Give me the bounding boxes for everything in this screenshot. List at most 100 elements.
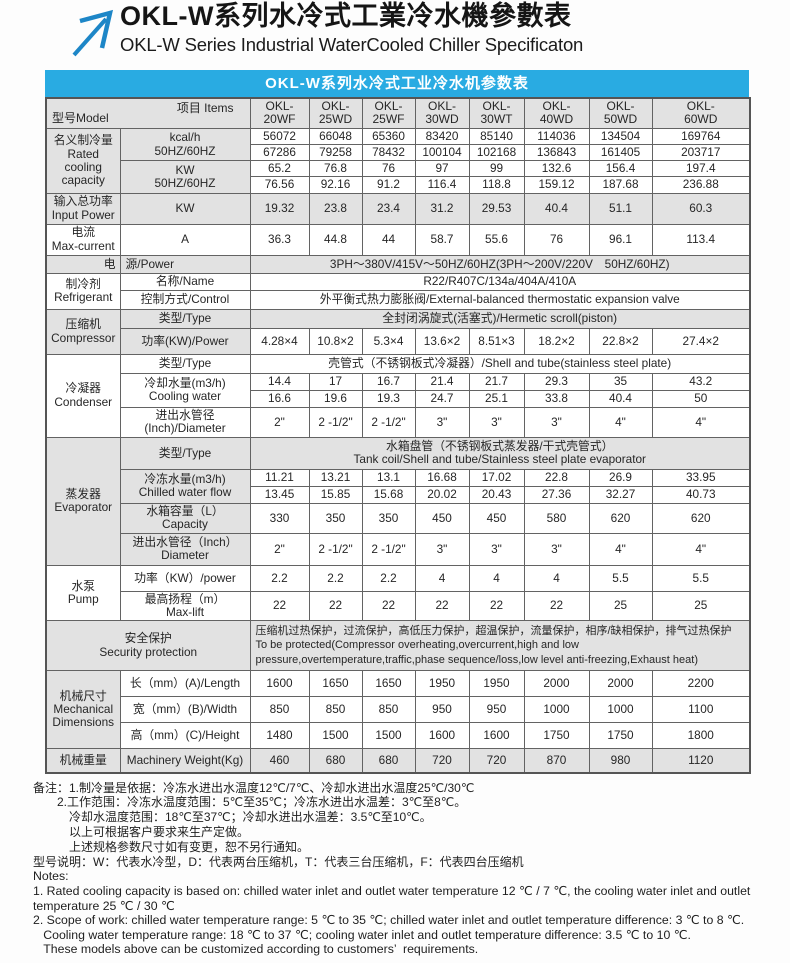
value-cell: 22.8×2 xyxy=(588,327,653,355)
value-cell: 23.4 xyxy=(361,192,416,225)
row-group-refrigerant: 制冷剂 Refrigerant xyxy=(45,272,121,310)
value-cell: 850 xyxy=(249,696,310,724)
value-cell: 134504 xyxy=(588,127,653,146)
table-row: 压缩机 Compressor 类型/Type 全封闭涡旋式(活塞式)/Hermeti… xyxy=(45,308,751,355)
value-cell: 21.4 xyxy=(414,372,470,391)
value-cell: 35 xyxy=(588,372,653,391)
value-cell: 1750 xyxy=(588,722,653,750)
value-cell: 16.6 xyxy=(249,389,310,408)
row-label-max-lift: 最高扬程（m） Max-lift xyxy=(119,590,251,622)
value-cell: 100104 xyxy=(414,144,470,162)
value-cell: 16.7 xyxy=(361,372,416,391)
note-line-zh: 2.工作范围：冷冻水温度范围：5℃至35℃；冷冻水进出水温差：3℃至8℃。 xyxy=(33,795,467,810)
value-cell: 4" xyxy=(651,406,751,438)
note-line-en: 2. Scope of work: chilled water temperat… xyxy=(33,913,745,928)
value-cell: 132.6 xyxy=(523,160,590,178)
value-cell: 36.3 xyxy=(249,223,310,256)
value-cell: 450 xyxy=(468,502,525,534)
value-security-protection: 压缩机过热保护，过流保护，高低压力保护，超温保护，流量保护，相序/缺相保护，排气… xyxy=(249,620,751,672)
table-row: 16.6 19.6 19.3 24.7 25.1 33.8 40.4 50 xyxy=(46,389,751,408)
value-cell: 4 xyxy=(468,564,525,592)
value-cell: 17.02 xyxy=(468,468,525,487)
value-cell: 29.3 xyxy=(523,372,590,391)
value-cell: 44 xyxy=(361,223,416,256)
value-cell: 450 xyxy=(414,502,470,534)
table-row: 宽（mm）(B)/Width 850 850 850 950 950 1000 1000 110… xyxy=(46,696,751,724)
value-cell: 159.12 xyxy=(523,176,590,194)
row-group-max-current: 电流 Max-current xyxy=(45,223,121,256)
value-cell: 2.2 xyxy=(361,564,416,592)
value-cell: 136843 xyxy=(523,144,590,162)
row-label-cooling-water: 冷却水量(m3/h) Cooling water xyxy=(119,372,251,408)
corner-model-label: 型号Model xyxy=(52,111,109,126)
value-cell: 580 xyxy=(523,502,590,534)
value-cell: 850 xyxy=(361,696,416,724)
value-comp-type: 全封闭涡旋式(活塞式)/Hermetic scroll(piston) xyxy=(249,308,751,329)
value-cell: 4 xyxy=(414,564,470,592)
value-cell: 2.2 xyxy=(249,564,310,592)
table-row: 机械重量 Machinery Weight(Kg) 460 680 680 720 720 8… xyxy=(45,748,751,774)
value-refrigerant-control: 外平衡式热力膨胀阀/External-balanced thermostatic… xyxy=(249,289,751,310)
row-group-power-source: 电 xyxy=(45,254,121,274)
value-cell: 97 xyxy=(414,160,470,178)
value-cell: 1600 xyxy=(468,722,525,750)
value-cell: 11.21 xyxy=(249,468,310,487)
value-cell: 116.4 xyxy=(414,176,470,194)
value-cell: 60.3 xyxy=(651,192,751,225)
note-line-en: temperature 25 ℃ / 30 ℃ xyxy=(33,898,175,913)
value-cell: 1500 xyxy=(308,722,363,750)
table-row: 名义制冷量 Rated cooling capacity kcal/h 50HZ/… xyxy=(45,127,751,194)
table-row: 控制方式/Control 外平衡式热力膨胀阀/External-balanced … xyxy=(46,289,751,310)
note-line-zh: 备注：1.制冷量是依据：冷冻水进出水温度12℃/7℃、冷却水进出水温度25℃/3… xyxy=(33,780,475,795)
value-cell: 33.8 xyxy=(523,389,590,408)
corner-header: 型号Model 项目 Items xyxy=(45,97,251,129)
value-cell: 2 -1/2" xyxy=(361,406,416,438)
value-cell: 32.27 xyxy=(588,485,653,504)
value-cell: 2.2 xyxy=(308,564,363,592)
table-row: 冷冻水量(m3/h) Chilled water flow 11.21 13.21 1… xyxy=(46,468,751,504)
value-refrigerant-name: R22/R407C/134a/404A/410A xyxy=(249,272,751,291)
value-cell: 51.1 xyxy=(588,192,653,225)
value-cell: 58.7 xyxy=(414,223,470,256)
value-cell: 2 -1/2" xyxy=(308,532,363,566)
value-cell: 1800 xyxy=(651,722,751,750)
value-cell: 22 xyxy=(414,590,470,622)
note-line-zh: 以上可根据客户要求来生产定做。 xyxy=(33,824,250,839)
value-cell: 92.16 xyxy=(308,176,363,194)
note-line-en: These models above can be customized acc… xyxy=(33,942,479,957)
table-row: 型号Model 项目 Items OKL- 20WF OKL- 25WD OKL- 25… xyxy=(45,97,751,129)
notes-en: Notes: 1. Rated cooling capacity is based… xyxy=(33,869,762,957)
value-cell: 118.8 xyxy=(468,176,525,194)
row-label-evap-type: 类型/Type xyxy=(119,436,251,470)
value-cell: 2 -1/2" xyxy=(361,532,416,566)
row-label-unit-kw: KW xyxy=(119,192,251,225)
col-header-okl-30wt: OKL- 30WT xyxy=(468,97,525,129)
value-cell: 76 xyxy=(523,223,590,256)
value-cell: 79258 xyxy=(308,144,363,162)
table-row: KW 50HZ/60HZ 65.2 76.8 76 97 99 132.6 156.4 197.… xyxy=(46,160,751,194)
table-row: 最高扬程（m） Max-lift 22 22 22 22 22 22 25 25 xyxy=(46,590,751,622)
value-cell: 56072 xyxy=(249,127,310,146)
value-cell: 13.6×2 xyxy=(414,327,470,355)
row-label-tank-capacity: 水箱容量（L） Capacity xyxy=(119,502,251,534)
row-label-unit-a: A xyxy=(119,223,251,256)
value-cell: 50 xyxy=(651,389,751,408)
row-label-name: 名称/Name xyxy=(119,272,251,291)
value-cell: 20.43 xyxy=(468,485,525,504)
value-cell: 44.8 xyxy=(308,223,363,256)
value-cell: 27.4×2 xyxy=(651,327,751,355)
value-cell: 620 xyxy=(588,502,653,534)
value-cell: 950 xyxy=(468,696,525,724)
note-line-zh: 型号说明：W：代表水冷型，D：代表两台压缩机，T：代表三台压缩机，F：代表四台压… xyxy=(33,854,524,869)
value-cell: 2000 xyxy=(523,670,590,698)
table-row: 冷却水量(m3/h) Cooling water 14.4 17 16.7 21.4 21… xyxy=(46,372,751,408)
row-label-height: 高（mm）(C)/Height xyxy=(119,722,251,750)
value-cell: 10.8×2 xyxy=(308,327,363,355)
value-cell: 203717 xyxy=(651,144,751,162)
col-header-okl-20wf: OKL- 20WF xyxy=(249,97,310,129)
value-cell: 850 xyxy=(308,696,363,724)
corner-items-label: 项目 Items xyxy=(176,101,234,115)
value-cell: 19.3 xyxy=(361,389,416,408)
value-cell: 99 xyxy=(468,160,525,178)
row-group-weight: 机械重量 xyxy=(45,748,121,774)
